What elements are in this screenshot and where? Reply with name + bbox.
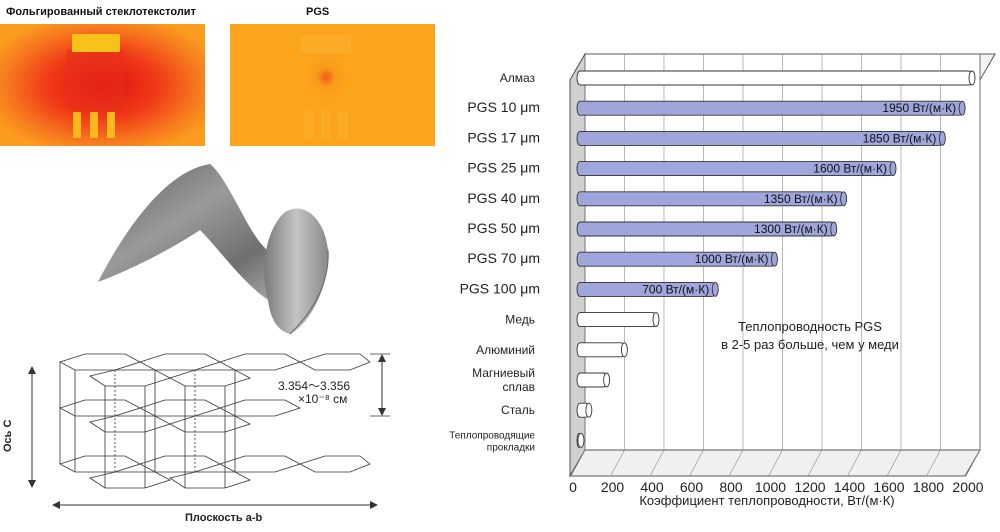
x-tick-label: 1800 xyxy=(913,479,944,495)
data-label: 1600 Вт/(м·К) xyxy=(813,162,887,176)
lattice-spacing-value: 3.354～3.356 xyxy=(278,377,351,394)
x-tick-label: 400 xyxy=(640,479,664,495)
x-tick-label: 2000 xyxy=(952,479,983,495)
category-label: Теплопроводящие xyxy=(449,430,535,441)
thermal-image-fr4 xyxy=(0,24,205,146)
category-label: PGS 25 μm xyxy=(467,160,540,176)
category-label: PGS 10 μm xyxy=(467,99,540,115)
data-label: 1350 Вт/(м·К) xyxy=(764,192,838,206)
grid-line-floor xyxy=(728,449,744,477)
bar-cap xyxy=(652,312,660,328)
x-tick-label: 1200 xyxy=(794,479,825,495)
category-label: Медь xyxy=(505,313,535,327)
thermal-image-pgs xyxy=(230,24,435,146)
category-label: Алюминий xyxy=(476,343,535,357)
x-axis-label: Коэффициент теплопроводности, Вт/(м·К) xyxy=(639,493,894,508)
category-label: PGS 50 μm xyxy=(467,220,540,236)
bar-cap xyxy=(889,161,897,177)
data-label: 1000 Вт/(м·К) xyxy=(695,252,769,266)
category-label: PGS 17 μm xyxy=(467,129,540,145)
grid-line-floor xyxy=(570,449,586,477)
x-tick-label: 0 xyxy=(569,479,577,495)
bar-cap xyxy=(840,191,848,207)
chart-annotation-line1: Теплопроводность PGS xyxy=(738,319,882,334)
grid-line-floor xyxy=(649,449,665,477)
grid-line-floor xyxy=(886,449,902,477)
grid-line-floor xyxy=(965,449,981,477)
x-tick-label: 1400 xyxy=(834,479,865,495)
plane-ab-arrow xyxy=(52,501,378,509)
bar-cap xyxy=(711,281,719,297)
chart-annotation-line2: в 2-5 раз больше, чем у меди xyxy=(721,337,899,352)
x-tick-label: 800 xyxy=(719,479,743,495)
lattice-spacing-unit: ×10⁻⁸ см xyxy=(298,392,348,406)
x-tick-label: 600 xyxy=(680,479,704,495)
bar-cap xyxy=(830,221,838,237)
category-label: PGS 100 μm xyxy=(460,280,540,296)
category-label: Магниевый xyxy=(472,366,535,380)
plane-ab-label: Плоскость a-b xyxy=(185,512,263,524)
bar xyxy=(576,342,625,358)
data-label: 700 Вт/(м·К) xyxy=(642,282,709,296)
bar-cap xyxy=(958,100,966,116)
x-tick-label: 1600 xyxy=(873,479,904,495)
thermal-right-title: PGS xyxy=(306,6,330,18)
bar-cap xyxy=(577,432,585,448)
bar xyxy=(576,312,657,328)
category-label: PGS 70 μm xyxy=(467,250,540,266)
thermal-left-title: Фольгированный стеклотекстолит xyxy=(6,6,196,18)
bar-cap xyxy=(968,70,976,86)
bar-cap xyxy=(585,402,593,418)
graphite-lattice-diagram xyxy=(58,353,390,489)
grid-line-floor xyxy=(926,449,941,477)
category-label: Алмаз xyxy=(500,71,536,85)
category-label: сплав xyxy=(502,380,535,394)
grid-line-floor xyxy=(610,449,625,477)
x-tick-label: 1000 xyxy=(755,479,786,495)
category-label: PGS 40 μm xyxy=(467,190,540,206)
bar xyxy=(576,372,608,388)
axis-c-arrow xyxy=(28,366,36,488)
category-label: Сталь xyxy=(501,403,535,417)
thermal-conductivity-chart: Алмаз PGS 10 μm 1950 Вт/(м·К) PGS 17 μm 1850… xyxy=(449,52,996,508)
graphite-sheet-image xyxy=(98,164,329,335)
bar-cap xyxy=(620,342,628,358)
grid-line-floor xyxy=(689,449,704,477)
grid-line-floor xyxy=(807,449,823,477)
data-label: 1300 Вт/(м·К) xyxy=(754,222,828,236)
grid-line-floor xyxy=(768,449,783,477)
chart-frame-floor xyxy=(569,449,981,477)
data-label: 1850 Вт/(м·К) xyxy=(863,131,937,145)
bar-cap xyxy=(771,251,778,267)
category-label: прокладки xyxy=(487,442,535,453)
grid-line-floor xyxy=(847,449,862,477)
axis-c-label: Ось C xyxy=(2,419,14,452)
data-label: 1950 Вт/(м·К) xyxy=(882,101,956,115)
bar xyxy=(576,70,973,86)
x-tick-label: 200 xyxy=(601,479,625,495)
bar-cap xyxy=(603,372,611,388)
bar-cap xyxy=(938,130,946,146)
